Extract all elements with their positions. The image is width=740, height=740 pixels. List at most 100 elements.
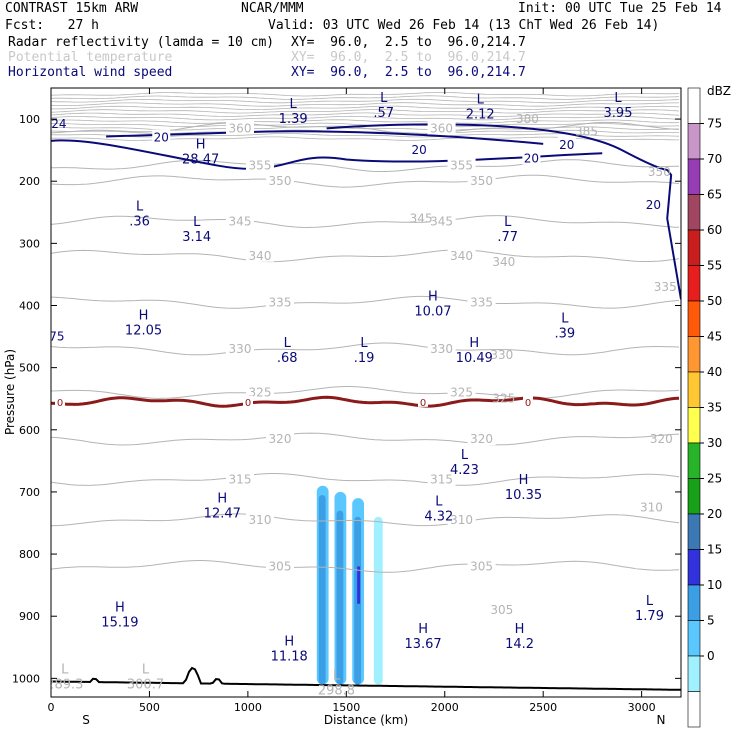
theta-label-bg — [447, 247, 476, 262]
isotach-label-bg — [522, 150, 541, 165]
extremum-H: H — [519, 473, 529, 488]
theta-label-320: 320 — [470, 432, 493, 446]
colorbar-swatch — [687, 371, 701, 408]
field-wind-xy: XY= 96.0, 2.5 to 96.0,214.7 — [291, 65, 526, 80]
theta-label-335: 335 — [269, 295, 292, 309]
theta-label-bg — [246, 511, 274, 526]
colorbar-label: 20 — [707, 507, 722, 521]
extremum-value: .68 — [277, 351, 298, 366]
theta-contour-335 — [51, 295, 680, 309]
theta-label-325: 325 — [450, 386, 473, 400]
extremum-value: 1.39 — [279, 112, 308, 127]
theta-label-bg — [226, 471, 254, 486]
extremum-value: 298.8 — [318, 684, 355, 699]
theta-label-325: 325 — [249, 386, 272, 400]
wind-isotach-jet-upper — [106, 130, 544, 145]
colorbar-swatch — [687, 655, 701, 692]
extremum-value: 1.79 — [635, 609, 664, 624]
extremum-L: L — [561, 311, 569, 326]
theta-contour-355 — [51, 159, 679, 172]
colorbar-label: 10 — [707, 578, 722, 592]
colorbar-swatch — [687, 194, 701, 231]
theta-label-315: 315 — [430, 473, 453, 487]
colorbar-swatch — [687, 691, 701, 728]
extremum-L: L — [136, 200, 144, 215]
extremum-H: H — [139, 308, 149, 323]
theta-contour-325 — [51, 386, 680, 399]
extremum-value: 4.23 — [450, 463, 479, 478]
colorbar-swatch — [687, 336, 701, 373]
extremum-L: L — [461, 448, 469, 463]
init-time: Init: 00 UTC Tue 25 Feb 14 — [518, 1, 722, 16]
extremum-value: 12.05 — [125, 323, 162, 338]
extremum-H: H — [515, 622, 525, 637]
theta-label-340: 340 — [249, 249, 272, 263]
theta-upper-line — [51, 119, 680, 124]
freezing-label-bg — [55, 395, 65, 407]
extremum-value: 14.2 — [505, 637, 534, 652]
extremum-value: 4.32 — [424, 510, 453, 525]
colorbar-label: 35 — [707, 401, 722, 415]
colorbar-swatch — [687, 300, 701, 337]
contour-edge-label: 335 — [654, 280, 677, 294]
colorbar-label: 15 — [707, 543, 722, 557]
theta-contour-350 — [51, 174, 680, 188]
colorbar-swatch — [687, 442, 701, 479]
theta-label-bg — [246, 384, 274, 399]
extremum-value: 3.14 — [182, 230, 211, 245]
extremum-value: 3.95 — [604, 106, 633, 121]
extremum-H: H — [469, 336, 479, 351]
theta-label-350: 350 — [269, 174, 292, 188]
freezing-level-label: 0 — [57, 398, 63, 409]
colorbar-swatch — [687, 158, 701, 195]
x-tick-label: 500 — [139, 701, 160, 714]
contour-edge-label: 380 — [516, 112, 539, 126]
radar-echo-column — [336, 510, 344, 685]
contour-edge-label: 345 — [410, 212, 433, 226]
extremum-H: H — [418, 622, 428, 637]
plot-frame — [50, 87, 682, 698]
theta-label-bg — [427, 120, 456, 135]
theta-label-bg — [427, 213, 456, 228]
colorbar-swatch — [687, 478, 701, 515]
terrain-line — [51, 666, 681, 691]
extremum-H: H — [115, 600, 125, 615]
radar-echo-core — [357, 566, 361, 604]
extremum-L: L — [284, 336, 292, 351]
theta-contour-340 — [51, 249, 680, 263]
theta-label-305: 305 — [269, 560, 292, 574]
theta-label-bg — [427, 471, 456, 486]
isotach-label-bg — [557, 136, 576, 151]
wind-isotach-jet-core — [326, 123, 681, 300]
extremum-L: L — [477, 93, 485, 108]
extremum-value: 300.7 — [127, 677, 164, 692]
y-tick-label: 1000 — [12, 672, 40, 685]
theta-label-330: 330 — [430, 342, 453, 356]
x-tick-label: 2000 — [431, 701, 459, 714]
theta-contour-320 — [51, 432, 680, 446]
colorbar-swatch — [687, 620, 701, 657]
theta-label-bg — [266, 173, 294, 188]
theta-label-bg — [226, 341, 254, 355]
extremum-H: H — [284, 635, 294, 650]
extremum-L: L — [290, 97, 298, 112]
field-theta: Potential temperature — [8, 50, 173, 65]
theta-upper-line — [51, 95, 680, 100]
extremum-L: L — [646, 594, 654, 609]
field-reflectivity: Radar reflectivity (lamda = 10 cm) — [8, 35, 275, 50]
theta-upper-line — [51, 98, 680, 104]
theta-label-360: 360 — [430, 121, 453, 135]
org-name: NCAR/MMM — [241, 1, 304, 16]
colorbar-label: 45 — [707, 330, 722, 344]
extremum-L: L — [142, 662, 150, 677]
theta-label-bg — [447, 511, 476, 526]
extremum-value: 12.47 — [204, 507, 241, 522]
y-tick-label: 900 — [19, 610, 40, 623]
theta-label-355: 355 — [249, 159, 272, 173]
y-tick-label: 200 — [19, 175, 40, 188]
theta-label-340: 340 — [450, 249, 473, 263]
isotach-label: 20 — [524, 152, 539, 166]
theta-label-315: 315 — [229, 473, 252, 487]
contour-edge-label: 320 — [650, 432, 673, 446]
